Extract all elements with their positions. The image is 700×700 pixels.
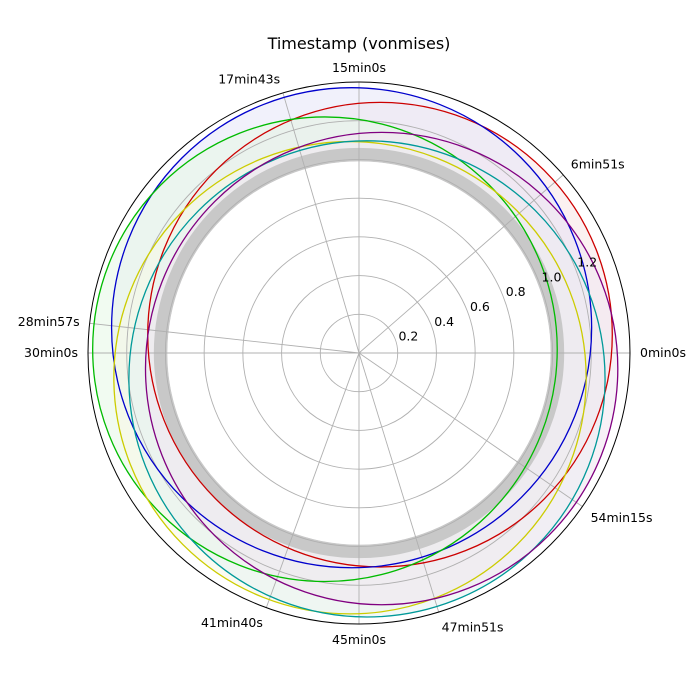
r-tick-label-3: 0.6: [470, 299, 490, 314]
angle-grid-line-9: [358, 352, 440, 613]
angle-grid-line-10: [358, 352, 583, 507]
angle-grid-line-7: [265, 352, 360, 608]
series-lines: [92, 87, 619, 618]
r-tick-label-1: 0.2: [398, 329, 418, 344]
angle-tick-label-3: 15min0s: [332, 60, 386, 75]
polar-grid: [88, 82, 630, 624]
series-line-2: [110, 87, 593, 569]
tick-labels: 0min0s 6min51s 15min0s 17min43s 28min57s 30mi…: [18, 60, 686, 647]
angle-tick-label-4: 17min43s: [218, 71, 280, 86]
r-tick-label-4: 0.8: [506, 284, 526, 299]
r-tick-label-2: 0.4: [434, 314, 454, 329]
chart-title: Timestamp (vonmises): [267, 34, 451, 53]
angle-tick-label-10: 54min15s: [591, 510, 653, 525]
series-line-5: [128, 140, 606, 618]
angle-grid-line-4: [282, 92, 360, 354]
angle-tick-label-8: 45min0s: [332, 632, 386, 647]
series-line-3: [92, 116, 558, 583]
angle-tick-label-1: 0min0s: [640, 345, 686, 360]
polar-frame: [87, 81, 631, 625]
angle-tick-label-2: 6min51s: [571, 156, 625, 171]
outer-frame-circle: [87, 81, 631, 625]
angle-tick-label-6: 30min0s: [24, 345, 78, 360]
series-line-6: [144, 131, 619, 606]
angle-tick-label-9: 47min51s: [442, 620, 504, 635]
r-tick-label-6: 1.2: [577, 255, 597, 270]
angle-tick-label-5: 28min57s: [18, 314, 80, 329]
r-tick-label-5: 1.0: [542, 269, 562, 284]
angle-tick-label-7: 41min40s: [201, 615, 263, 630]
